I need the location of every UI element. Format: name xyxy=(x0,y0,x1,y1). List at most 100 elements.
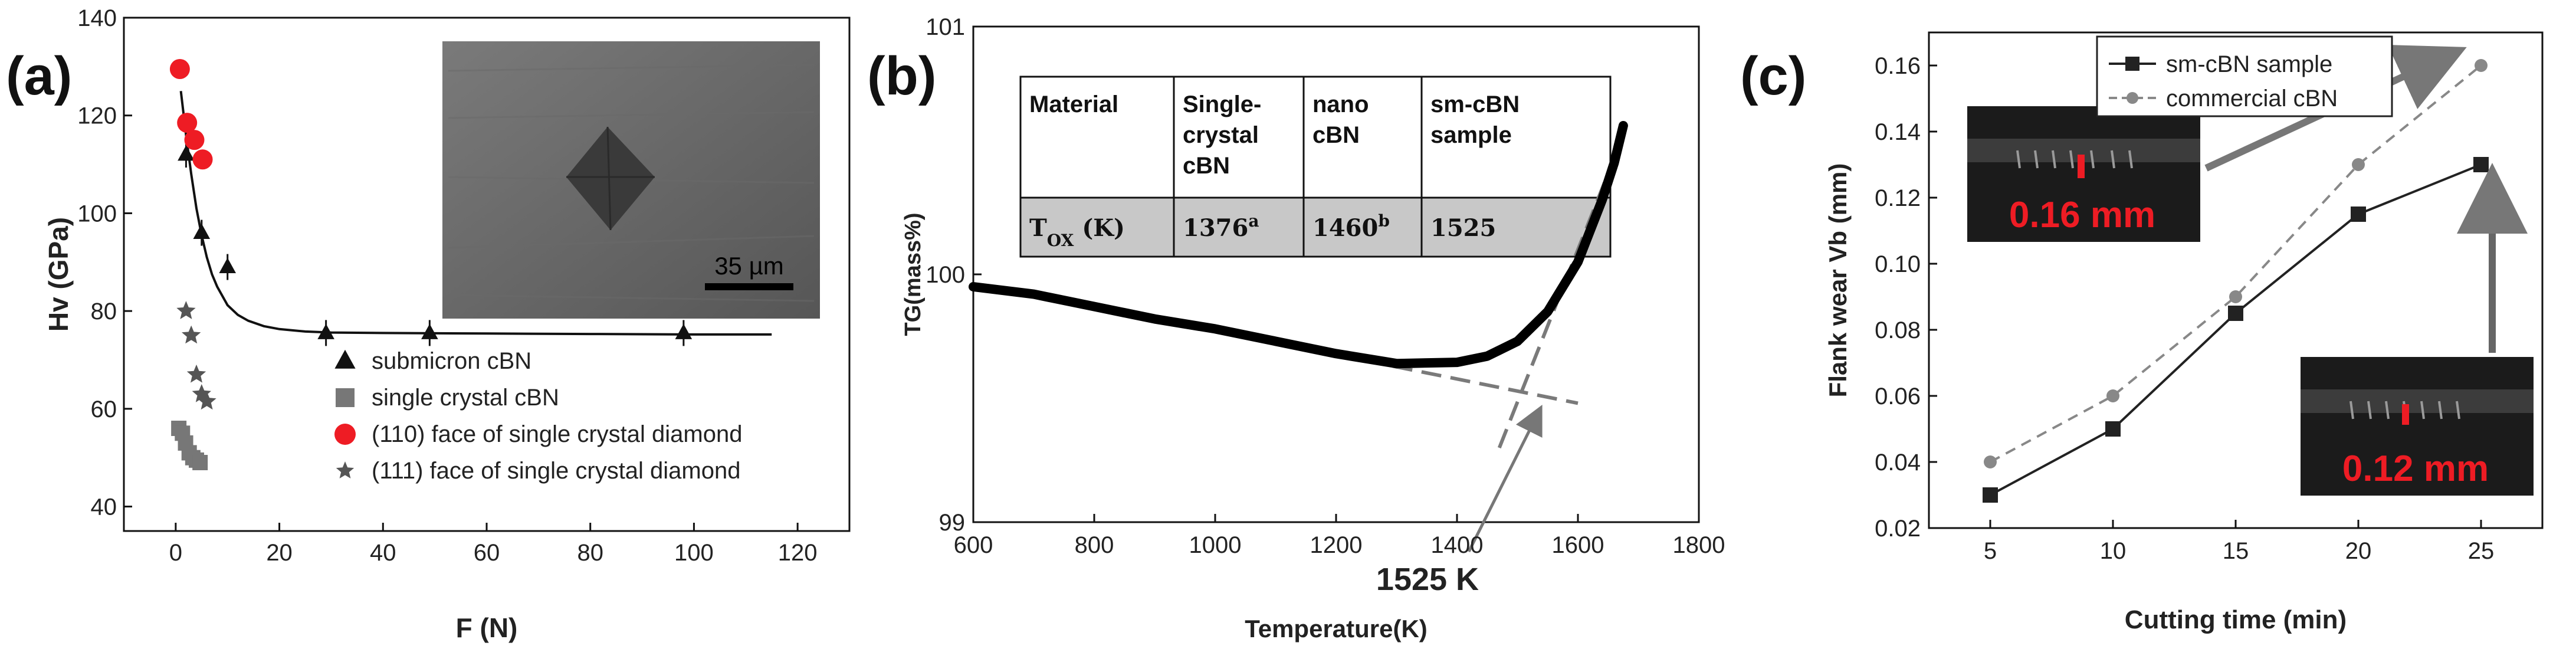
legend-label: submicron cBN xyxy=(372,348,531,374)
y-tick-label: 60 xyxy=(91,396,117,422)
wear-photo-016: 0.16 mm xyxy=(1967,106,2200,242)
legend-marker xyxy=(334,424,356,445)
table-cell-1460: 1460b xyxy=(1312,211,1390,242)
legend-label: (111) face of single crystal diamond xyxy=(372,458,741,484)
legend-marker xyxy=(336,388,355,407)
x-tick-label: 1800 xyxy=(1673,532,1725,558)
y-tick-label: 0.08 xyxy=(1875,317,1921,343)
x-tick-label: 0 xyxy=(169,540,182,566)
y-tick-label: 0.12 xyxy=(1875,185,1921,211)
x-tick-label: 1600 xyxy=(1552,532,1604,558)
data-point-triangle xyxy=(178,145,195,161)
x-tick-label: 25 xyxy=(2468,538,2495,564)
sem-inset-image: 35 µm xyxy=(442,41,820,319)
data-point-circle xyxy=(169,59,190,79)
x-axis-title: F (N) xyxy=(456,612,518,643)
x-tick-label: 800 xyxy=(1075,532,1114,558)
scale-bar xyxy=(705,283,793,290)
y-tick-label: 0.06 xyxy=(1875,384,1921,409)
table-header-nano: nano cBN xyxy=(1312,91,1369,148)
table-cell-1376: 1376a xyxy=(1183,211,1259,242)
annotation-1525k: 1525 K xyxy=(1376,562,1479,597)
x-tick-label: 1000 xyxy=(1189,532,1242,558)
x-tick-label: 1400 xyxy=(1431,532,1484,558)
data-point-circle xyxy=(2106,389,2119,402)
legend-marker xyxy=(334,349,356,369)
y-tick-label: 0.10 xyxy=(1875,251,1921,277)
y-tick-label: 0.14 xyxy=(1875,119,1921,145)
panel-c-label: (c) xyxy=(1740,46,1806,106)
x-tick-label: 20 xyxy=(266,540,293,566)
legend-label: single crystal cBN xyxy=(372,385,559,411)
data-point-square xyxy=(2105,421,2121,437)
y-tick-label: 140 xyxy=(77,5,117,31)
data-point-triangle xyxy=(675,323,693,339)
y-tick-label: 100 xyxy=(77,201,117,227)
data-point-star xyxy=(182,325,201,344)
data-point-circle xyxy=(2475,59,2488,72)
data-point-circle xyxy=(2229,290,2242,303)
y-tick-label: 120 xyxy=(77,103,117,129)
oxidation-table: Material Single-crystal cBN nano cBN sm-cB… xyxy=(1019,76,1612,258)
table-cell-1525: 1525 xyxy=(1430,214,1496,242)
x-tick-label: 120 xyxy=(778,540,818,566)
data-point-star xyxy=(186,364,206,383)
scale-bar-label: 35 µm xyxy=(714,252,784,280)
x-tick-label: 40 xyxy=(370,540,396,566)
table-header-material: Material xyxy=(1029,91,1118,117)
legend-marker xyxy=(2127,92,2138,104)
y-axis-title: TG(mass%) xyxy=(901,212,926,336)
x-tick-label: 1200 xyxy=(1310,532,1363,558)
legend-marker xyxy=(336,461,355,478)
fit-curve xyxy=(179,91,772,336)
panel-c: (c) 5 10 15 20 25 0.02 0.04 0.06 0.08 0.10 0.12 0.1… xyxy=(1740,31,2544,634)
data-point-circle xyxy=(1984,455,1997,468)
x-tick-label: 600 xyxy=(954,532,993,558)
legend-marker xyxy=(2125,57,2139,71)
x-axis-title: Temperature(K) xyxy=(1245,615,1428,643)
panel-b-label: (b) xyxy=(867,46,936,106)
indent-mark xyxy=(566,127,655,230)
data-point-circle xyxy=(192,149,213,170)
x-axis-title: Cutting time (min) xyxy=(2125,605,2347,634)
x-tick-label: 10 xyxy=(2100,538,2127,564)
panel-b: (b) Material Single-crystal cBN nano cBN s… xyxy=(867,14,1725,643)
table-header-single-crystal: Single-crystal cBN xyxy=(1183,91,1261,179)
data-point-square xyxy=(2228,306,2243,321)
y-tick-label: 0.02 xyxy=(1875,516,1921,542)
annotation-arrow xyxy=(1467,405,1543,553)
data-point-circle xyxy=(2352,158,2365,171)
data-point-square xyxy=(2473,157,2489,172)
panel-a: (a) 35 µm 0 20 40 60 80 100 120 40 60 80 100 120 140… xyxy=(6,5,851,643)
y-tick-label: 80 xyxy=(91,299,117,324)
y-tick-label: 101 xyxy=(926,14,965,40)
y-tick-label: 0.04 xyxy=(1875,450,1921,476)
table-header-sm-cbn: sm-cBN sample xyxy=(1430,91,1520,148)
data-point-square xyxy=(1983,487,1998,503)
series-line xyxy=(1990,64,2482,463)
data-point-square xyxy=(192,455,208,470)
y-axis-title: Hv (GPa) xyxy=(43,217,74,332)
x-tick-label: 15 xyxy=(2223,538,2249,564)
data-point-circle xyxy=(184,130,205,150)
data-point-square xyxy=(2351,206,2366,222)
data-point-circle xyxy=(177,113,198,133)
y-tick-label: 99 xyxy=(939,510,966,536)
legend-label: (110) face of single crystal diamond xyxy=(372,421,742,447)
wear-photo-012: 0.12 mm xyxy=(2301,357,2534,496)
x-tick-label: 60 xyxy=(474,540,500,566)
legend-label: sm-cBN sample xyxy=(2166,51,2332,77)
data-point-triangle xyxy=(317,323,334,339)
x-tick-label: 100 xyxy=(674,540,714,566)
x-tick-label: 80 xyxy=(577,540,603,566)
data-point-triangle xyxy=(219,257,237,273)
x-tick-label: 20 xyxy=(2345,538,2372,564)
data-point-star xyxy=(197,391,216,410)
tg-curve xyxy=(969,121,1628,369)
panel-a-label: (a) xyxy=(6,46,72,106)
y-tick-label: 0.16 xyxy=(1875,53,1921,79)
x-tick-label: 5 xyxy=(1984,538,1997,564)
y-axis-title: Flank wear Vb (mm) xyxy=(1824,163,1852,398)
data-point-triangle xyxy=(193,223,211,239)
